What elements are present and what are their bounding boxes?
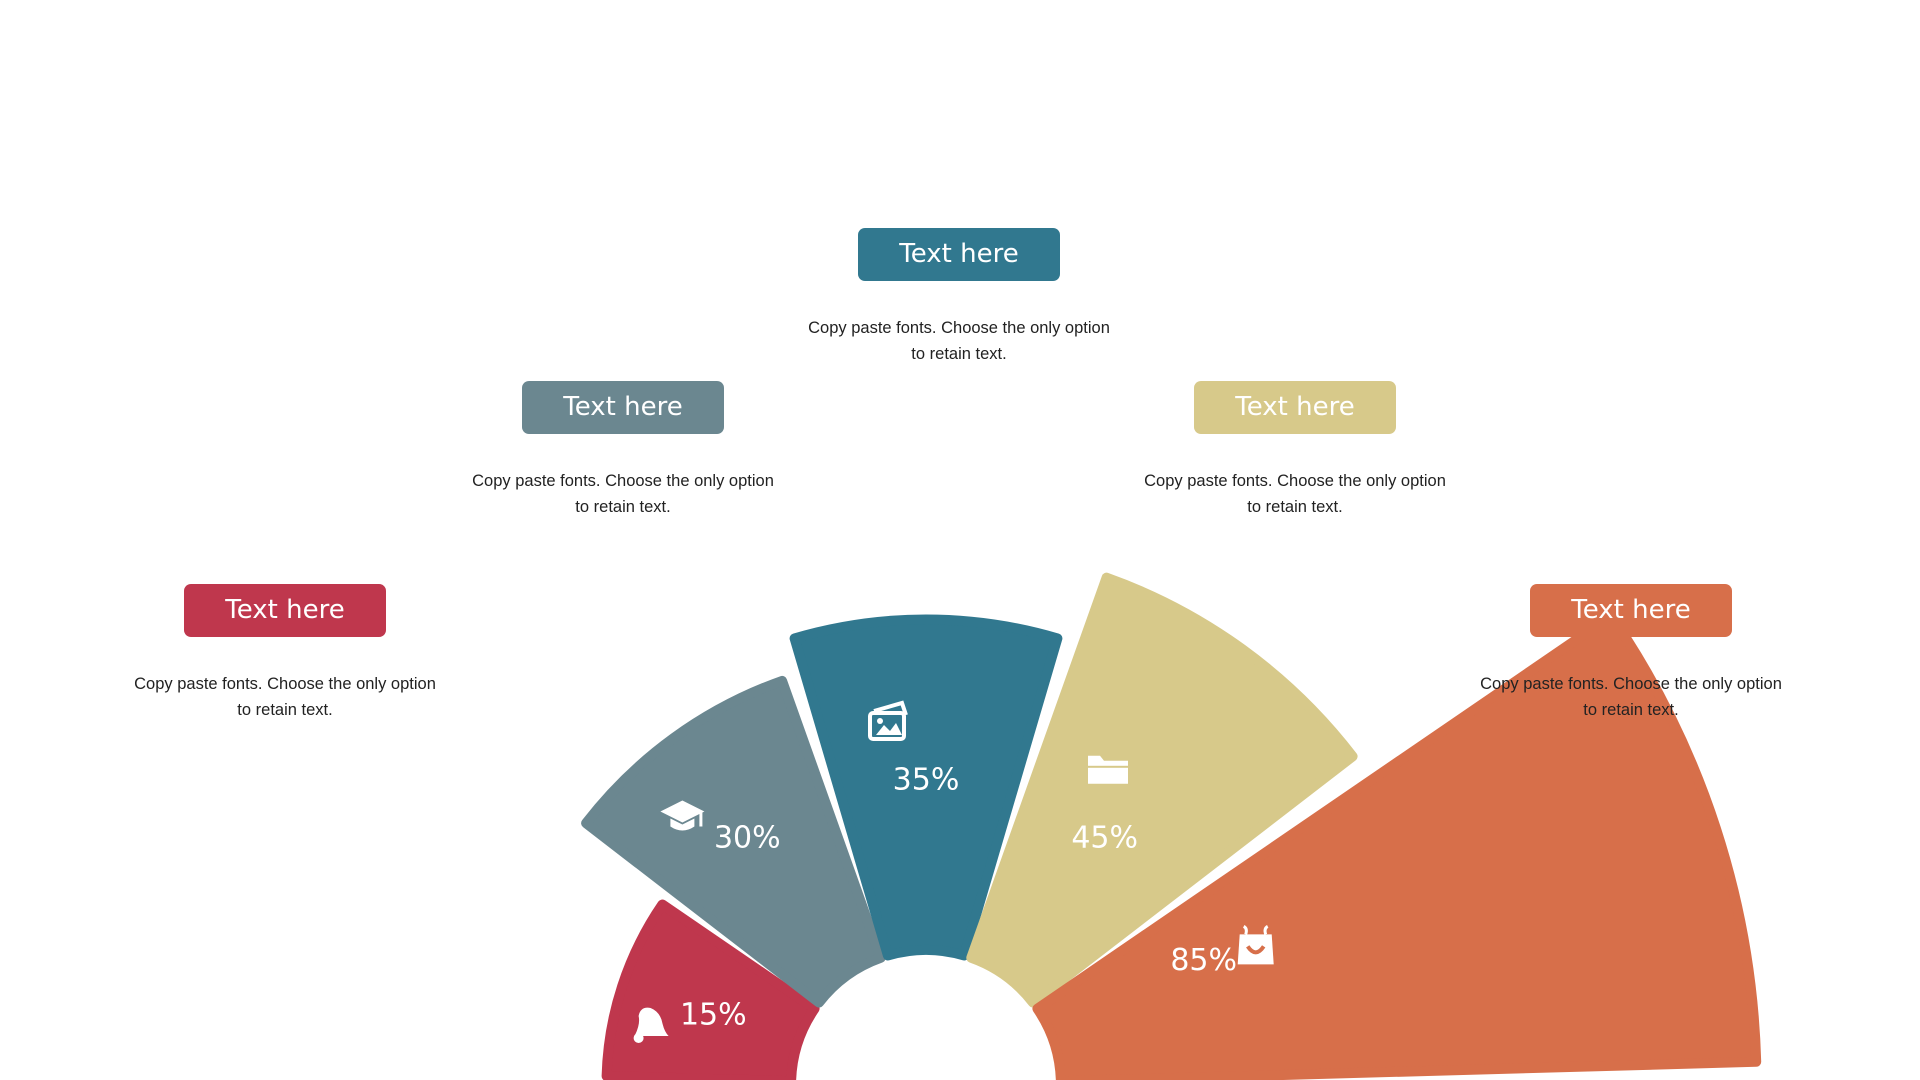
callout-5-line-2: to retain text. xyxy=(1583,701,1679,719)
callout-3-line-2: to retain text. xyxy=(911,345,1007,363)
slice-2 xyxy=(581,675,886,1008)
callout-4-description: Copy paste fonts. Choose the only option… xyxy=(1135,468,1455,520)
slice-4 xyxy=(966,572,1358,1008)
slice-5 xyxy=(1032,610,1762,1080)
callout-5: Text here Copy paste fonts. Choose the o… xyxy=(1471,584,1791,723)
callout-5-description: Copy paste fonts. Choose the only option… xyxy=(1471,671,1791,723)
slice-1 xyxy=(601,899,820,1080)
callout-4-line-2: to retain text. xyxy=(1247,498,1343,516)
callout-1-line-1: Copy paste fonts. Choose the only option xyxy=(134,675,436,693)
slice-4-label: 45% xyxy=(1071,821,1138,856)
callout-1-title: Text here xyxy=(184,584,386,637)
callout-3-title: Text here xyxy=(858,228,1060,281)
callout-4-line-1: Copy paste fonts. Choose the only option xyxy=(1144,472,1446,490)
callout-2: Text here Copy paste fonts. Choose the o… xyxy=(463,381,783,520)
slice-1-label: 15% xyxy=(680,997,747,1032)
callout-2-line-2: to retain text. xyxy=(575,498,671,516)
callout-4: Text here Copy paste fonts. Choose the o… xyxy=(1135,381,1455,520)
callout-3: Text here Copy paste fonts. Choose the o… xyxy=(799,228,1119,367)
slice-5-label: 85% xyxy=(1170,943,1237,978)
callout-1-description: Copy paste fonts. Choose the only option… xyxy=(125,671,445,723)
callout-5-title: Text here xyxy=(1530,584,1732,637)
callout-5-line-1: Copy paste fonts. Choose the only option xyxy=(1480,675,1782,693)
callout-3-line-1: Copy paste fonts. Choose the only option xyxy=(808,319,1110,337)
callout-2-description: Copy paste fonts. Choose the only option… xyxy=(463,468,783,520)
callout-4-title: Text here xyxy=(1194,381,1396,434)
callout-3-description: Copy paste fonts. Choose the only option… xyxy=(799,315,1119,367)
slice-3-label: 35% xyxy=(893,763,960,798)
callout-1: Text here Copy paste fonts. Choose the o… xyxy=(125,584,445,723)
callout-1-line-2: to retain text. xyxy=(237,701,333,719)
slice-2-label: 30% xyxy=(714,821,781,856)
callout-2-line-1: Copy paste fonts. Choose the only option xyxy=(472,472,774,490)
callout-2-title: Text here xyxy=(522,381,724,434)
slice-3 xyxy=(789,614,1063,961)
